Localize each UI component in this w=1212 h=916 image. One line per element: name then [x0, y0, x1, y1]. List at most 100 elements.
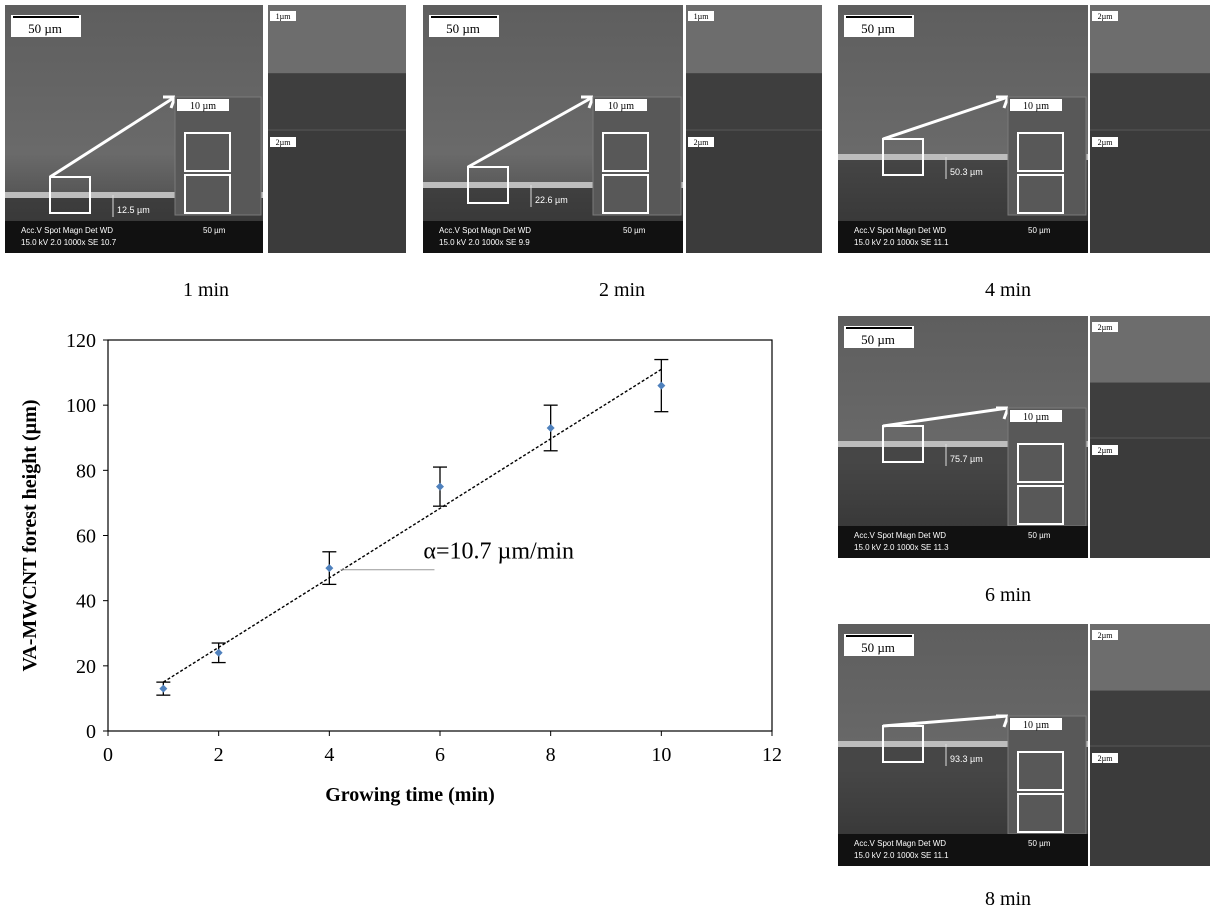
- inset-scale-label: 10 µm: [608, 101, 634, 112]
- zoom-bottom-scale-box: [1092, 445, 1118, 455]
- x-tick-label: 0: [103, 744, 113, 766]
- zoom-top-scale-label: 2µm: [1098, 12, 1114, 21]
- zoom-arrow: [882, 95, 1009, 141]
- info-bar: [838, 221, 1088, 253]
- scale-label: 50 µm: [861, 21, 895, 36]
- zoom-top-forest: [1090, 382, 1210, 437]
- info-header: Acc.V Spot Magn Det WD: [21, 226, 113, 235]
- inset-box-top: [1017, 751, 1064, 791]
- inset-box-top: [1017, 132, 1064, 172]
- height-label: 22.6 µm: [535, 195, 568, 205]
- inset-image: [592, 96, 682, 216]
- scale-label: 50 µm: [28, 21, 62, 36]
- x-axis-label: Growing time (min): [325, 784, 495, 806]
- zoom-bottom-scale-box: [688, 137, 714, 147]
- info-header: Acc.V Spot Magn Det WD: [439, 226, 531, 235]
- info-values: 15.0 kV 2.0 1000x SE 11.1: [854, 238, 949, 247]
- zoom-top-scale-box: [1092, 630, 1118, 640]
- zoom-bottom-scale-label: 2µm: [1098, 754, 1114, 763]
- zoom-top-scale-label: 2µm: [1098, 323, 1114, 332]
- height-label: 75.7 µm: [950, 454, 983, 464]
- slope-annotation: α=10.7 µm/min: [423, 538, 574, 564]
- inset-scale-label: 10 µm: [1023, 720, 1049, 731]
- inset-scale-box: [1010, 410, 1062, 422]
- zoom-arrow: [882, 714, 1009, 728]
- arrow-head: [996, 714, 1010, 728]
- trendline: [162, 368, 662, 683]
- sem-panel-2min-zoom: 1µm 2µm: [686, 5, 822, 253]
- inset-scale-box: [1010, 99, 1062, 111]
- zoom-bottom-scale-box: [1092, 753, 1118, 763]
- inset-image: [174, 96, 262, 216]
- inset-box-bottom: [1017, 174, 1064, 214]
- x-tick-label: 10: [651, 744, 671, 766]
- info-bar: [838, 834, 1088, 866]
- forest-top-edge: [423, 182, 683, 188]
- zoom-top-forest: [686, 73, 822, 129]
- inset-box-bottom: [602, 174, 649, 214]
- scale-box: [844, 634, 914, 656]
- arrow-head: [581, 95, 595, 109]
- inset-scale-label: 10 µm: [1023, 101, 1049, 112]
- y-axis-label: VA-MWCNT forest height (µm): [19, 399, 41, 671]
- x-tick-label: 6: [435, 744, 445, 766]
- scale-box: [844, 326, 914, 348]
- info-bar: [423, 221, 683, 253]
- y-tick-label: 80: [76, 460, 96, 482]
- sem-panel-4min: 50 µm 10 µm 50.3 µm Acc.V Spot Magn Det WD 1…: [838, 5, 1088, 253]
- info-values: 15.0 kV 2.0 1000x SE 9.9: [439, 238, 530, 247]
- y-tick-label: 40: [76, 591, 96, 613]
- info-values: 15.0 kV 2.0 1000x SE 10.7: [21, 238, 117, 247]
- zoom-bottom-scale-label: 2µm: [276, 138, 292, 147]
- sem-panel-1min: 50 µm 10 µm 12.5 µm Acc.V Spot Magn Det WD 1…: [5, 5, 263, 253]
- info-bar-label: 50 µm: [203, 226, 226, 235]
- inset-image: [1007, 407, 1087, 527]
- zoom-top-scale-label: 1µm: [694, 12, 710, 21]
- y-tick-label: 60: [76, 526, 96, 548]
- inset-box-bottom: [184, 174, 231, 214]
- forest-top-edge: [838, 441, 1088, 447]
- zoom-top-scale-box: [1092, 11, 1118, 21]
- scale-box: [429, 15, 499, 37]
- data-point: [546, 423, 555, 432]
- info-bar-label: 50 µm: [1028, 531, 1051, 540]
- zoom-bottom-image: [268, 131, 406, 253]
- caption-4min: 4 min: [984, 279, 1032, 301]
- sem-panel-6min: 50 µm 10 µm 75.7 µm Acc.V Spot Magn Det WD 1…: [838, 316, 1088, 558]
- zoom-top-scale-label: 2µm: [1098, 631, 1114, 640]
- height-label: 50.3 µm: [950, 167, 983, 177]
- zoom-bottom-image: [1090, 439, 1210, 558]
- zoom-top-scale-label: 1µm: [276, 12, 292, 21]
- zoom-arrow: [49, 95, 176, 179]
- zoom-top-forest: [1090, 73, 1210, 129]
- arrow-head: [996, 406, 1010, 420]
- selection-box: [882, 725, 924, 763]
- data-point: [436, 482, 444, 491]
- selection-box: [49, 176, 91, 214]
- inset-box-bottom: [1017, 793, 1064, 833]
- x-tick-label: 12: [762, 744, 782, 766]
- forest-top-edge: [5, 192, 263, 198]
- zoom-arrow: [467, 95, 594, 169]
- zoom-top-scale-box: [1092, 322, 1118, 332]
- zoom-arrow: [882, 406, 1009, 428]
- zoom-bottom-scale-box: [1092, 137, 1118, 147]
- sem-panel-1min-zoom: 1µm 2µm: [268, 5, 406, 253]
- zoom-bottom-image: [686, 131, 822, 253]
- inset-box-top: [602, 132, 649, 172]
- zoom-bottom-scale-label: 2µm: [694, 138, 710, 147]
- info-bar: [838, 526, 1088, 558]
- sem-panel-2min: 50 µm 10 µm 22.6 µm Acc.V Spot Magn Det WD 1…: [423, 5, 683, 253]
- data-point: [159, 684, 168, 693]
- scale-label: 50 µm: [861, 332, 895, 347]
- scale-label: 50 µm: [861, 640, 895, 655]
- info-header: Acc.V Spot Magn Det WD: [854, 226, 946, 235]
- zoom-bottom-scale-label: 2µm: [1098, 138, 1114, 147]
- caption-8min: 8 min: [984, 888, 1032, 910]
- data-point: [657, 381, 666, 390]
- selection-box: [882, 138, 924, 176]
- zoom-bottom-scale-label: 2µm: [1098, 446, 1114, 455]
- zoom-bottom-image: [1090, 747, 1210, 866]
- sem-panel-8min: 50 µm 10 µm 93.3 µm Acc.V Spot Magn Det WD 1…: [838, 624, 1088, 866]
- caption-6min: 6 min: [984, 584, 1032, 606]
